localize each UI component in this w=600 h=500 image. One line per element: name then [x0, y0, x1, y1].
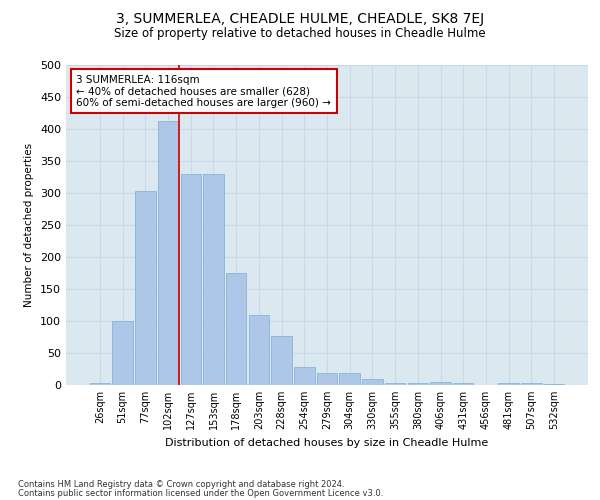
Bar — [385, 383, 406, 385]
X-axis label: Distribution of detached houses by size in Cheadle Hulme: Distribution of detached houses by size … — [166, 438, 488, 448]
Bar — [317, 374, 337, 385]
Text: 3, SUMMERLEA, CHEADLE HULME, CHEADLE, SK8 7EJ: 3, SUMMERLEA, CHEADLE HULME, CHEADLE, SK… — [116, 12, 484, 26]
Text: 3 SUMMERLEA: 116sqm
← 40% of detached houses are smaller (628)
60% of semi-detac: 3 SUMMERLEA: 116sqm ← 40% of detached ho… — [76, 74, 331, 108]
Text: Contains public sector information licensed under the Open Government Licence v3: Contains public sector information licen… — [18, 488, 383, 498]
Bar — [90, 383, 110, 385]
Bar — [271, 336, 292, 385]
Bar — [226, 273, 247, 385]
Bar — [203, 174, 224, 385]
Bar — [453, 383, 473, 385]
Bar — [340, 374, 360, 385]
Bar — [248, 314, 269, 385]
Bar — [499, 383, 519, 385]
Bar — [294, 367, 314, 385]
Bar — [135, 191, 155, 385]
Bar — [362, 378, 383, 385]
Bar — [521, 383, 542, 385]
Bar — [544, 384, 564, 385]
Text: Size of property relative to detached houses in Cheadle Hulme: Size of property relative to detached ho… — [114, 28, 486, 40]
Bar — [112, 321, 133, 385]
Y-axis label: Number of detached properties: Number of detached properties — [25, 143, 34, 307]
Text: Contains HM Land Registry data © Crown copyright and database right 2024.: Contains HM Land Registry data © Crown c… — [18, 480, 344, 489]
Bar — [158, 120, 178, 385]
Bar — [430, 382, 451, 385]
Bar — [407, 383, 428, 385]
Bar — [181, 174, 201, 385]
